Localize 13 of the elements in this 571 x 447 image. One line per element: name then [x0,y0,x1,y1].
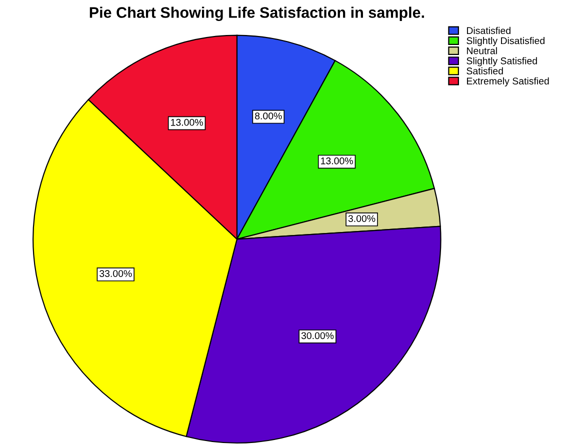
legend-label: Satisfied [466,67,503,74]
legend-label: Disatisfied [467,26,510,34]
chart-title: Pie Chart Showing Life Satisfaction in sample. [90,6,424,22]
data-label: 13.00% [171,118,203,126]
data-label: 33.00% [100,270,132,278]
data-label: 13.00% [321,157,353,164]
data-label: 8.00% [255,112,282,120]
legend-label: Slightly Satisfied [466,57,537,66]
legend-label: Slightly Disatisfied [466,37,544,46]
data-label: 30.00% [301,332,334,340]
legend-label: Neutral [467,47,497,54]
legend-label: Extremely Satisfied [467,77,549,86]
data-label: 3.00% [348,215,376,222]
